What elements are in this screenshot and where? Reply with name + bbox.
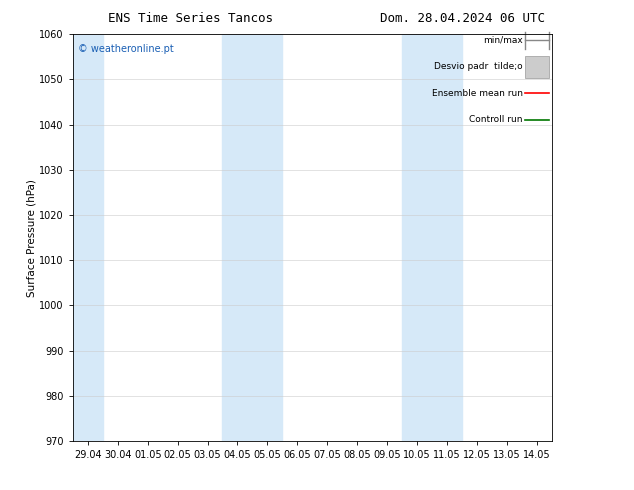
Text: Desvio padr  tilde;o: Desvio padr tilde;o: [434, 62, 523, 72]
Bar: [73, 34, 103, 441]
Text: © weatheronline.pt: © weatheronline.pt: [78, 45, 174, 54]
Text: Controll run: Controll run: [469, 115, 523, 124]
Text: Ensemble mean run: Ensemble mean run: [432, 89, 523, 98]
Text: Dom. 28.04.2024 06 UTC: Dom. 28.04.2024 06 UTC: [380, 12, 545, 25]
Bar: [402, 34, 462, 441]
Y-axis label: Surface Pressure (hPa): Surface Pressure (hPa): [27, 179, 37, 296]
FancyBboxPatch shape: [525, 56, 549, 78]
Bar: [223, 34, 282, 441]
Text: ENS Time Series Tancos: ENS Time Series Tancos: [108, 12, 273, 25]
Text: min/max: min/max: [483, 36, 523, 45]
